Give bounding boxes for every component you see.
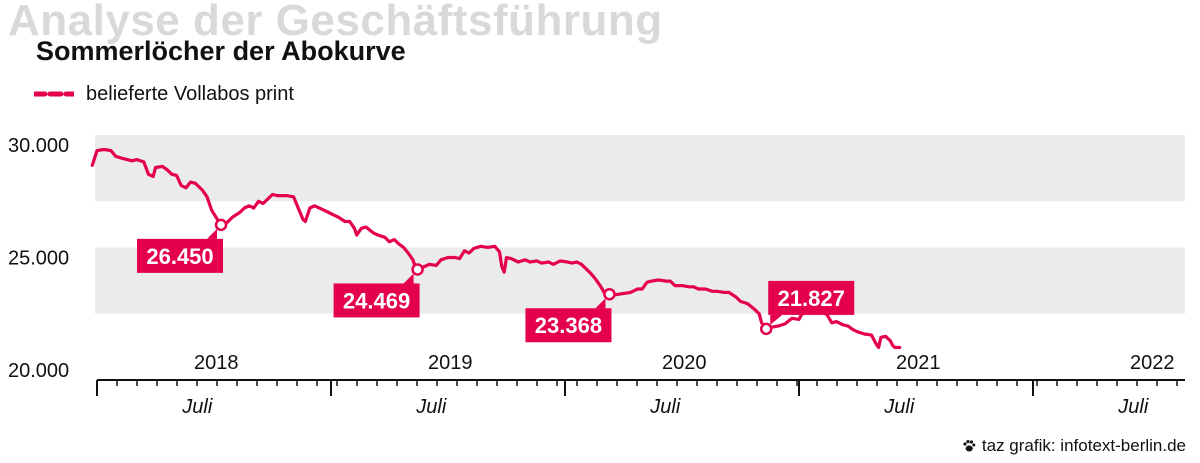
year-label: 2020 bbox=[662, 352, 707, 374]
credit-text: taz grafik: infotext-berlin.de bbox=[981, 436, 1186, 455]
series-line bbox=[90, 147, 902, 350]
callout-label: 23.368 bbox=[535, 313, 602, 338]
callout-pointer bbox=[770, 314, 783, 325]
callout-label: 24.469 bbox=[343, 288, 410, 313]
callout-point bbox=[214, 218, 228, 232]
legend: belieferte Vollabos print bbox=[34, 80, 294, 108]
chart-title: Sommerlöcher der Abokurve bbox=[36, 36, 406, 66]
callout-point bbox=[759, 322, 773, 336]
year-label: 2021 bbox=[896, 352, 941, 374]
paw-icon bbox=[963, 440, 976, 452]
callout-box bbox=[525, 308, 612, 343]
callout-box bbox=[137, 238, 224, 273]
y-tick-label: 30.000 bbox=[8, 135, 69, 157]
credit: taz grafik: infotext-berlin.de bbox=[962, 436, 1186, 456]
juli-label: Juli bbox=[415, 396, 447, 418]
background-band bbox=[95, 135, 1185, 202]
juli-label: Juli bbox=[1117, 396, 1149, 418]
callout-label: 26.450 bbox=[146, 244, 213, 269]
juli-label: Juli bbox=[649, 396, 681, 418]
callout-box bbox=[333, 283, 420, 318]
year-label: 2019 bbox=[428, 352, 473, 374]
year-label: 2022 bbox=[1130, 352, 1175, 374]
callout-pointer bbox=[595, 298, 606, 309]
callout-box bbox=[768, 280, 855, 315]
juli-label: Juli bbox=[181, 396, 213, 418]
legend-label: belieferte Vollabos print bbox=[86, 82, 294, 105]
callout-point bbox=[603, 287, 616, 301]
callout-pointer bbox=[403, 273, 414, 284]
year-label: 2018 bbox=[194, 352, 239, 374]
callout-label: 21.827 bbox=[778, 286, 845, 311]
background-band bbox=[95, 247, 1185, 314]
y-tick-label: 25.000 bbox=[8, 248, 69, 270]
background-kicker: Analyse der Geschäftsführung bbox=[8, 0, 663, 45]
callout-point bbox=[411, 263, 424, 276]
callout-pointer bbox=[207, 228, 218, 239]
legend-swatch-icon bbox=[34, 91, 74, 97]
juli-label: Juli bbox=[883, 396, 915, 418]
y-tick-label: 20.000 bbox=[8, 360, 69, 382]
